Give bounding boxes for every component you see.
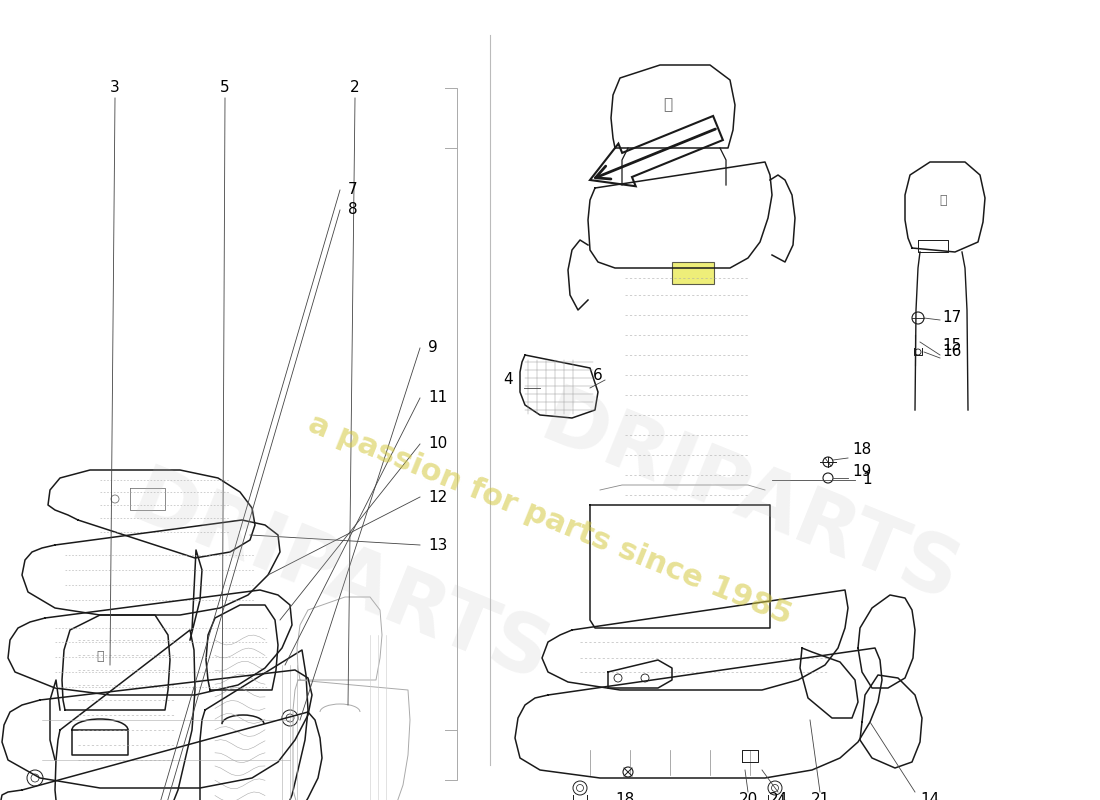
Text: 15: 15	[942, 338, 961, 353]
Text: 18: 18	[615, 793, 635, 800]
Text: 14: 14	[921, 793, 939, 800]
Text: 17: 17	[942, 310, 961, 326]
Text: 10: 10	[428, 437, 448, 451]
Text: 3: 3	[110, 81, 120, 95]
Text: DRIPARTS: DRIPARTS	[529, 381, 970, 619]
Text: 19: 19	[852, 465, 871, 479]
Bar	[672, 262, 714, 284]
Text: 7: 7	[348, 182, 358, 198]
FancyArrow shape	[590, 116, 723, 186]
Text: 1: 1	[862, 473, 871, 487]
Text: 11: 11	[428, 390, 448, 406]
Text: 18: 18	[852, 442, 871, 458]
Text: 𝕸: 𝕸	[97, 650, 103, 663]
Text: 16: 16	[942, 345, 961, 359]
Text: 𝕸: 𝕸	[939, 194, 947, 206]
Text: 12: 12	[428, 490, 448, 505]
Text: 6: 6	[593, 367, 603, 382]
Text: 4: 4	[503, 373, 513, 387]
Text: 𝕸: 𝕸	[663, 98, 672, 113]
Text: DRIPARTS: DRIPARTS	[120, 461, 560, 699]
Text: a passion for parts since 1985: a passion for parts since 1985	[304, 410, 796, 630]
Text: 13: 13	[428, 538, 448, 553]
Text: 21: 21	[811, 793, 829, 800]
Text: 20: 20	[738, 793, 758, 800]
Text: 2: 2	[350, 81, 360, 95]
Text: 8: 8	[348, 202, 358, 218]
Text: 5: 5	[220, 81, 230, 95]
Text: 24: 24	[769, 793, 788, 800]
Text: 9: 9	[428, 341, 438, 355]
